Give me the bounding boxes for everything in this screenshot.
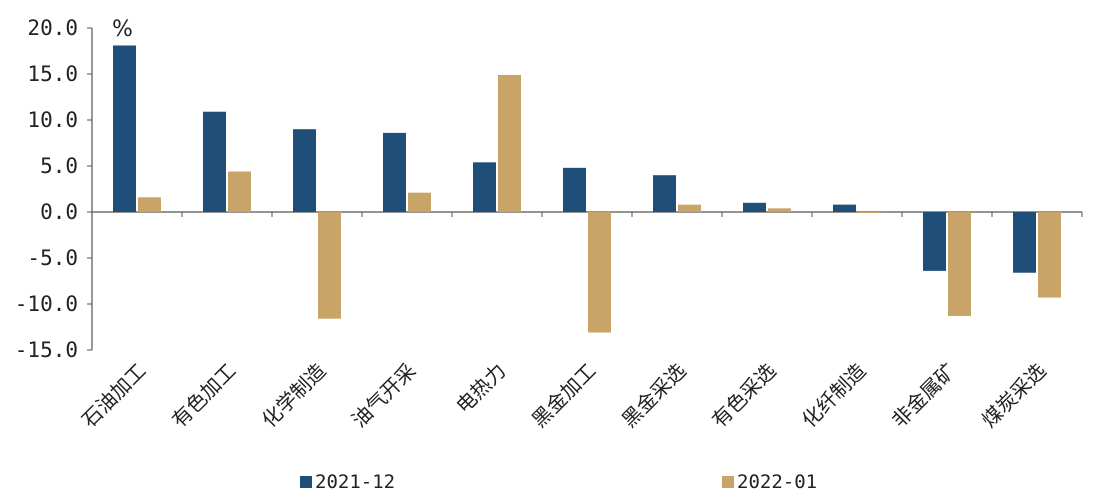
bar-2021-12-煤炭采选 bbox=[1013, 212, 1036, 273]
bars bbox=[113, 45, 1061, 333]
bar-2021-12-有色采选 bbox=[743, 202, 766, 212]
bar-2021-12-油气开采 bbox=[383, 132, 406, 212]
y-tick-label: 0.0 bbox=[40, 200, 78, 224]
bar-2021-12-黑金加工 bbox=[563, 167, 586, 212]
bar-2022-01-化学制造 bbox=[318, 212, 341, 319]
bar-2022-01-黑金采选 bbox=[678, 204, 701, 212]
bar-2022-01-化纤制造 bbox=[858, 212, 881, 213]
category-label: 石油加工 bbox=[77, 359, 151, 433]
category-label: 电热力 bbox=[451, 359, 510, 418]
y-tick-label: 20.0 bbox=[27, 16, 78, 40]
category-label: 化纤制造 bbox=[797, 359, 871, 433]
bar-2022-01-石油加工 bbox=[138, 197, 161, 212]
y-axis-unit-label: % bbox=[112, 17, 133, 42]
category-label: 煤炭采选 bbox=[977, 359, 1051, 433]
legend-label: 2021-12 bbox=[315, 471, 395, 493]
legend-swatch bbox=[722, 476, 734, 488]
bar-2021-12-有色加工 bbox=[203, 111, 226, 212]
legend-label: 2022-01 bbox=[737, 471, 817, 493]
category-label: 有色采选 bbox=[707, 359, 781, 433]
bar-2021-12-化纤制造 bbox=[833, 204, 856, 212]
bar-2022-01-有色采选 bbox=[768, 208, 791, 212]
bar-2021-12-黑金采选 bbox=[653, 175, 676, 212]
bar-2022-01-油气开采 bbox=[408, 192, 431, 212]
y-tick-label: -10.0 bbox=[15, 292, 78, 316]
bar-2022-01-有色加工 bbox=[228, 171, 251, 212]
legend: 2021-12 2022-01 bbox=[300, 471, 817, 493]
category-label: 黑金加工 bbox=[527, 359, 601, 433]
bar-2022-01-煤炭采选 bbox=[1038, 212, 1061, 298]
bar-2022-01-电热力 bbox=[498, 74, 521, 212]
y-tick-label: 5.0 bbox=[40, 154, 78, 178]
bar-2021-12-石油加工 bbox=[113, 45, 136, 213]
bar-2022-01-黑金加工 bbox=[588, 212, 611, 333]
category-label: 化学制造 bbox=[257, 359, 331, 433]
bar-2021-12-化学制造 bbox=[293, 129, 316, 212]
legend-swatch bbox=[300, 476, 312, 488]
x-axis-category-labels: 石油加工 有色加工 化学制造 油气开采 电热力 黑金加工 黑金采选 有色采选 化纤制造 非金属矿煤… bbox=[77, 359, 1051, 433]
y-tick-label: -5.0 bbox=[27, 246, 78, 270]
bar-2022-01-非金属矿 bbox=[948, 212, 971, 316]
bar-2021-12-电热力 bbox=[473, 162, 496, 212]
category-label: 有色加工 bbox=[167, 359, 241, 433]
axes bbox=[87, 27, 1083, 351]
category-label: 黑金采选 bbox=[617, 359, 691, 433]
y-tick-label: 10.0 bbox=[27, 108, 78, 132]
category-label: 油气开采 bbox=[347, 359, 421, 433]
y-tick-label: -15.0 bbox=[15, 338, 78, 362]
category-label: 非金属矿 bbox=[887, 359, 961, 433]
bar-2021-12-非金属矿 bbox=[923, 212, 946, 271]
y-tick-label: 15.0 bbox=[27, 62, 78, 86]
y-axis-tick-labels: 20.0 15.0 10.0 5.0 0.0 -5.0 -10.0 -15.0 bbox=[15, 16, 78, 362]
